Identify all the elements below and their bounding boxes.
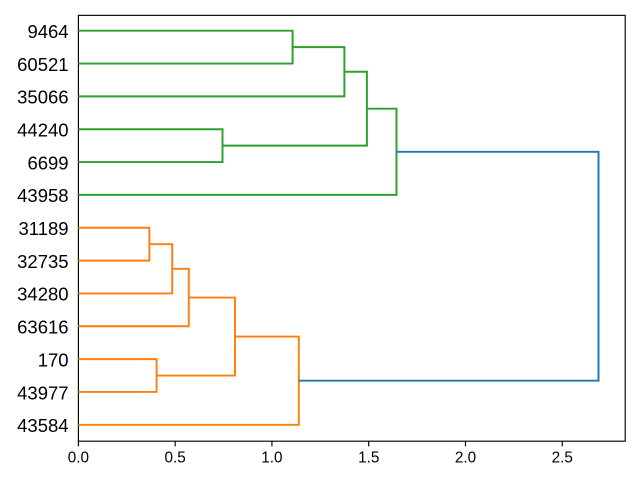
svg-text:2.0: 2.0: [455, 450, 476, 467]
svg-text:170: 170: [38, 349, 69, 370]
svg-text:31189: 31189: [19, 218, 69, 239]
svg-text:43958: 43958: [17, 185, 68, 206]
svg-text:43977: 43977: [17, 382, 68, 403]
svg-text:6699: 6699: [27, 152, 68, 173]
svg-text:2.5: 2.5: [552, 450, 573, 467]
svg-text:44240: 44240: [17, 120, 68, 141]
svg-text:43584: 43584: [17, 415, 68, 436]
svg-text:60521: 60521: [17, 54, 68, 75]
svg-text:1.5: 1.5: [358, 450, 379, 467]
svg-text:34280: 34280: [17, 284, 68, 305]
svg-text:35066: 35066: [17, 87, 68, 108]
svg-text:63616: 63616: [17, 317, 68, 338]
svg-text:0.5: 0.5: [165, 450, 186, 467]
svg-text:0.0: 0.0: [68, 450, 89, 467]
svg-text:1.0: 1.0: [261, 450, 282, 467]
svg-text:32735: 32735: [17, 251, 68, 272]
svg-text:9464: 9464: [27, 21, 68, 42]
